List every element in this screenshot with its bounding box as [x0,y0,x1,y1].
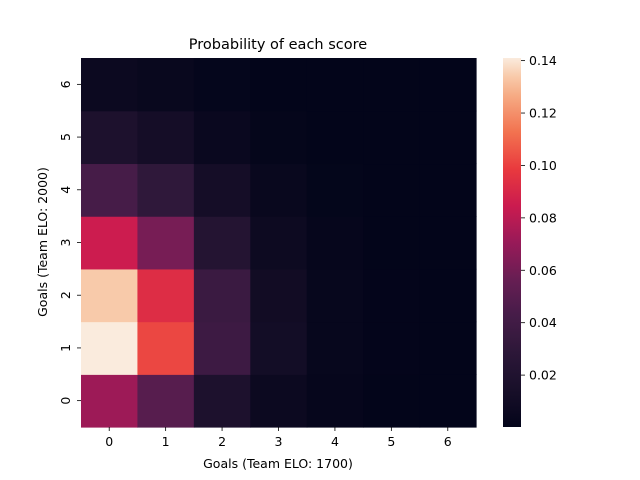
heatmap-cell [363,268,421,323]
heatmap-cell [137,216,195,270]
heatmap-cell [137,321,195,375]
heatmap-cell [363,374,421,428]
colorbar-gradient [503,58,521,427]
y-tick-label: 0 [58,397,73,405]
heatmap-cell [363,321,421,375]
heatmap-cell [306,110,364,165]
heatmap-cell [250,321,308,375]
heatmap-cell [137,268,195,323]
heatmap-cell [306,216,364,270]
heatmap-cell [419,58,477,112]
colorbar-tick-label: 0.08 [529,210,557,225]
heatmap-cell [419,268,477,323]
y-tick-label: 2 [58,291,73,299]
heatmap-cell [419,110,477,165]
x-axis: 0 1 2 3 4 5 6 [105,427,452,449]
colorbar-tick-label: 0.06 [529,263,557,278]
heatmap-cell [306,321,364,375]
y-tick-label: 4 [58,186,73,194]
x-tick-label: 5 [387,434,395,449]
heatmap-cell [137,374,195,428]
heatmap-cell [363,216,421,270]
heatmap-cell [81,163,139,217]
heatmap-cell [363,58,421,112]
heatmap-cell [250,110,308,165]
y-tick-label: 1 [58,344,73,352]
heatmap-cell [137,110,195,165]
colorbar-ticks: 0.02 0.04 0.06 0.08 0.10 0.12 0.14 [521,53,557,383]
heatmap-cell [419,374,477,428]
chart-title: Probability of each score [189,37,367,53]
heatmap-cell [419,321,477,375]
heatmap-cell [250,163,308,217]
y-tick-label: 3 [58,239,73,247]
x-tick-label: 4 [331,434,339,449]
heatmap-cell [193,163,251,217]
heatmap-cell [250,268,308,323]
heatmap-cell [193,268,251,323]
heatmap-cell [193,321,251,375]
heatmap-cell [250,374,308,428]
x-tick-label: 0 [105,434,113,449]
heatmap-cell [419,216,477,270]
heatmap-cell [81,58,139,112]
colorbar-tick-label: 0.02 [529,368,557,383]
heatmap-cell [193,110,251,165]
y-tick-label: 5 [58,133,73,141]
heatmap-cell [193,374,251,428]
x-tick-label: 6 [444,434,452,449]
colorbar-tick-label: 0.04 [529,315,557,330]
heatmap-cell [81,321,139,375]
heatmap-cell [81,110,139,165]
heatmap-cell [137,58,195,112]
heatmap-cell [363,163,421,217]
x-tick-label: 1 [162,434,170,449]
y-axis: 0 1 2 3 4 5 6 [58,80,81,405]
heatmap-cell [81,216,139,270]
x-tick-label: 2 [218,434,226,449]
heatmap-cell [306,374,364,428]
heatmap-cell [363,110,421,165]
heatmap-cell [193,58,251,112]
y-axis-label: Goals (Team ELO: 2000) [35,167,50,317]
heatmap-cell [419,163,477,217]
heatmap-cell [81,374,139,428]
heatmap-cell [81,268,139,323]
heatmap-cells [81,58,477,428]
x-axis-label: Goals (Team ELO: 1700) [203,456,353,471]
colorbar-tick-label: 0.14 [529,53,557,68]
heatmap-cell [250,216,308,270]
heatmap-cell [306,58,364,112]
heatmap-cell [193,216,251,270]
y-tick-label: 6 [58,80,73,88]
colorbar-tick-label: 0.10 [529,158,557,173]
colorbar-tick-label: 0.12 [529,106,557,121]
heatmap-cell [137,163,195,217]
heatmap-cell [250,58,308,112]
heatmap-cell [306,163,364,217]
x-tick-label: 3 [275,434,283,449]
colorbar: 0.02 0.04 0.06 0.08 0.10 0.12 0.14 [503,53,557,427]
heatmap-cell [306,268,364,323]
